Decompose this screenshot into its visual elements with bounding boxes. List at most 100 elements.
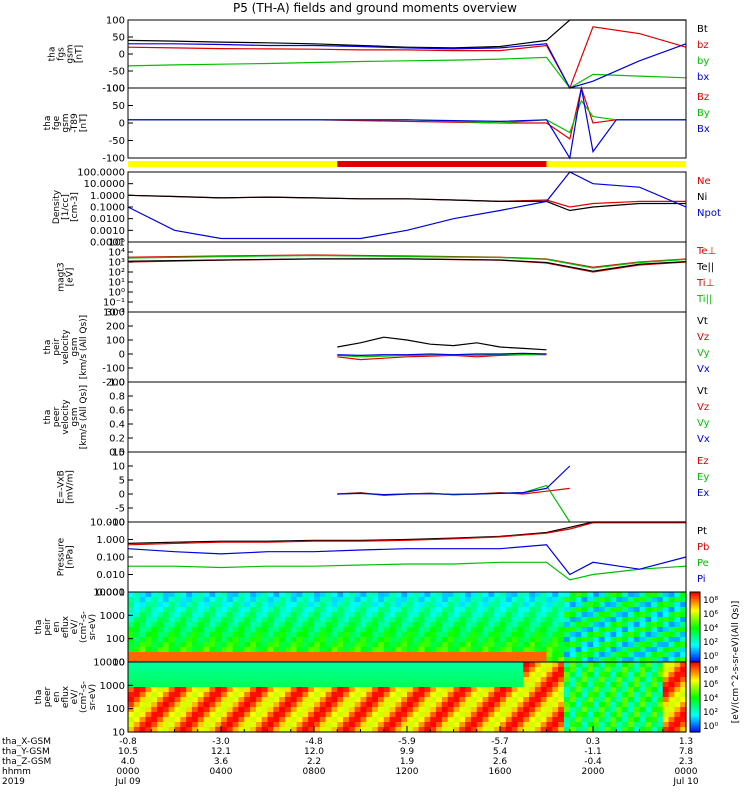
spectrogram-cell bbox=[383, 697, 391, 703]
spectrogram-cell bbox=[563, 632, 571, 638]
spectrogram-cell bbox=[226, 662, 234, 668]
spectrogram-cell bbox=[221, 622, 228, 628]
spectrogram-cell bbox=[581, 632, 588, 638]
spectrogram-cell bbox=[302, 662, 309, 668]
spectrogram-cell bbox=[465, 662, 472, 668]
spectrogram-cell bbox=[296, 642, 303, 648]
spectrogram-cell bbox=[505, 722, 513, 728]
spectrogram-cell bbox=[482, 612, 489, 618]
spectrogram-cell bbox=[668, 642, 675, 648]
spectrogram-cell bbox=[302, 707, 309, 713]
colorbar-cell bbox=[690, 723, 700, 726]
spectrogram-cell bbox=[680, 667, 687, 673]
spectrogram-cell bbox=[267, 667, 274, 673]
spectrogram-cell bbox=[470, 697, 478, 703]
spectrogram-cell bbox=[476, 622, 484, 628]
spectrogram-cell bbox=[540, 597, 548, 603]
spectrogram-cell bbox=[360, 667, 367, 673]
spectrogram-cell bbox=[267, 642, 274, 648]
spectrogram-cell bbox=[575, 647, 582, 653]
spectrogram-cell bbox=[139, 682, 147, 688]
spectrogram-cell bbox=[354, 597, 362, 603]
spectrogram-cell bbox=[558, 622, 565, 628]
spectrogram-cell bbox=[424, 592, 431, 598]
spectrogram-cell bbox=[151, 692, 158, 698]
spectrogram-cell bbox=[616, 642, 623, 648]
spectrogram-cell bbox=[441, 647, 449, 653]
spectrogram-cell bbox=[209, 662, 216, 668]
spectrogram-cell bbox=[343, 642, 350, 648]
spectrogram-cell bbox=[372, 672, 379, 678]
spectrogram-cell bbox=[587, 707, 594, 713]
colorbar-cell bbox=[690, 730, 700, 733]
spectrogram-cell bbox=[348, 602, 356, 608]
spectrogram-cell bbox=[186, 717, 193, 723]
spectrogram-cell bbox=[465, 642, 472, 648]
legend-density-Npot: Npot bbox=[697, 208, 721, 219]
spectrogram-cell bbox=[203, 642, 210, 648]
spectrogram-cell bbox=[366, 692, 373, 698]
spectrogram-cell bbox=[174, 592, 181, 598]
spectrogram-cell bbox=[157, 647, 164, 653]
spectrogram-cell bbox=[151, 662, 158, 668]
spectrogram-cell bbox=[651, 592, 658, 598]
spectrogram-cell bbox=[314, 607, 321, 613]
spectrogram-cell bbox=[221, 697, 228, 703]
spectrogram-cell bbox=[441, 662, 449, 668]
spectrogram-cell bbox=[273, 602, 280, 608]
spectrogram-cell bbox=[441, 722, 449, 728]
spectrogram-cell bbox=[261, 652, 269, 658]
spectrogram-cell bbox=[372, 677, 379, 683]
spectrogram-cell bbox=[668, 677, 675, 683]
spectrogram-cell bbox=[622, 727, 629, 733]
spectrogram-cell bbox=[377, 707, 385, 713]
spectrogram-cell bbox=[215, 697, 222, 703]
y-tick-label: 10¹ bbox=[108, 278, 125, 289]
spectrogram-cell bbox=[221, 607, 228, 613]
spectrogram-cell bbox=[372, 692, 379, 698]
spectrogram-cell bbox=[337, 612, 344, 618]
x-row-value: -1.1 bbox=[584, 747, 602, 757]
spectrogram-cell bbox=[302, 632, 309, 638]
spectrogram-cell bbox=[284, 672, 292, 678]
spectrogram-cell bbox=[133, 722, 141, 728]
spectrogram-cell bbox=[651, 652, 658, 658]
spectrogram-cell bbox=[180, 602, 187, 608]
spectrogram-cell bbox=[441, 617, 449, 623]
spectrogram-cell bbox=[331, 727, 338, 733]
spectrogram-cell bbox=[604, 727, 612, 733]
spectrogram-cell bbox=[157, 677, 164, 683]
spectrogram-cell bbox=[651, 627, 658, 633]
spectrogram-cell bbox=[308, 597, 315, 603]
spectrogram-cell bbox=[558, 642, 565, 648]
spectrogram-cell bbox=[424, 707, 431, 713]
spectrogram-cell bbox=[639, 617, 646, 623]
spectrogram-cell bbox=[418, 622, 426, 628]
spectrogram-cell bbox=[215, 672, 222, 678]
spectrogram-cell bbox=[180, 607, 187, 613]
y-axis-label: gsm bbox=[70, 407, 80, 426]
spectrogram-cell bbox=[186, 722, 193, 728]
series-fgs-bz bbox=[127, 26, 687, 90]
spectrogram-cell bbox=[505, 637, 513, 643]
spectrogram-cell bbox=[546, 617, 553, 623]
spectrogram-cell bbox=[674, 637, 681, 643]
spectrogram-cell bbox=[424, 662, 431, 668]
spectrogram-cell bbox=[191, 642, 199, 648]
spectrogram-cell bbox=[511, 617, 519, 623]
spectrogram-cell bbox=[238, 682, 245, 688]
spectrogram-cell bbox=[325, 612, 333, 618]
spectrogram-cell bbox=[569, 657, 577, 663]
spectrogram-cell bbox=[534, 717, 542, 723]
spectrogram-cell bbox=[377, 657, 385, 663]
y-tick-label: 0.100 bbox=[96, 553, 125, 564]
spectrogram-cell bbox=[226, 702, 234, 708]
spectrogram-cell bbox=[215, 632, 222, 638]
spectrogram-cell bbox=[180, 632, 187, 638]
spectrogram-cell bbox=[261, 707, 269, 713]
spectrogram-cell bbox=[674, 602, 681, 608]
spectrogram-cell bbox=[372, 662, 379, 668]
spectrogram-cell bbox=[337, 682, 344, 688]
spectrogram-cell bbox=[395, 702, 402, 708]
spectrogram-cell bbox=[412, 712, 420, 718]
